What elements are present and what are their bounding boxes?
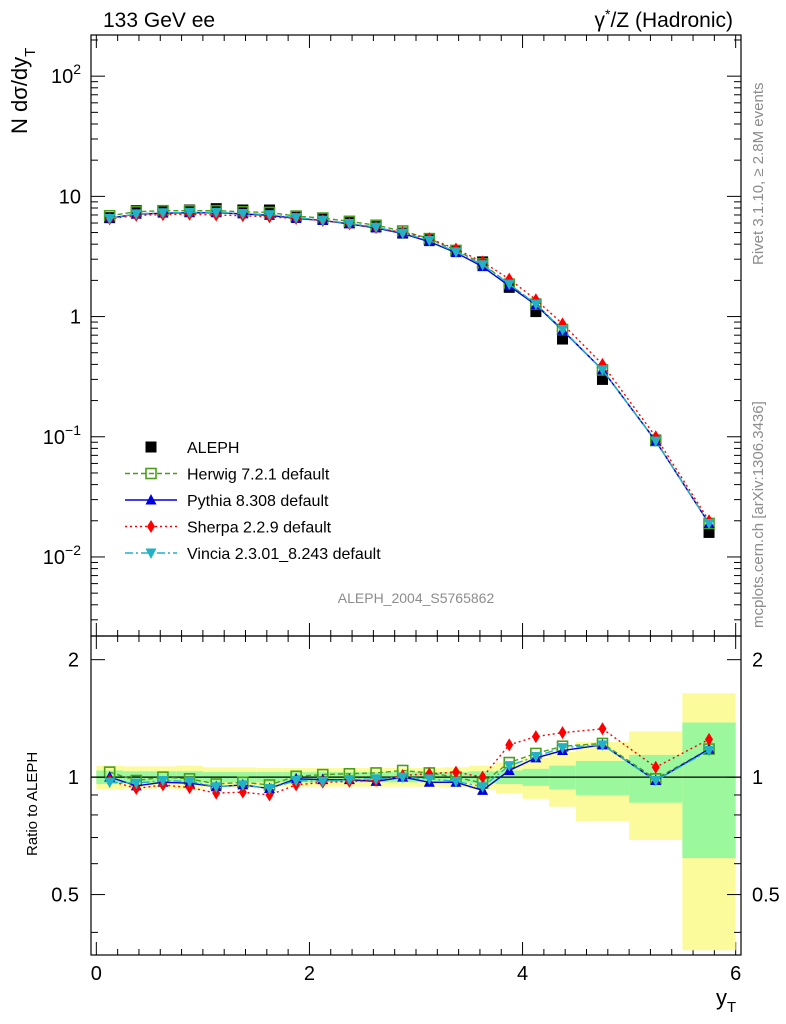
data-point — [503, 279, 515, 291]
y-tick-label: 1 — [70, 307, 81, 329]
ratio-point — [157, 776, 169, 787]
ratio-point — [503, 761, 515, 772]
data-point — [157, 208, 169, 219]
ratio-point — [705, 732, 714, 746]
ratio-plot-frame — [90, 635, 742, 956]
y-tick-label: 102 — [51, 61, 81, 88]
x-tick-label: 2 — [304, 963, 315, 985]
ratio-point — [505, 738, 514, 752]
main-y-axis-label: N dσ/dyT — [7, 48, 39, 134]
ratio-point — [651, 760, 660, 774]
ratio-y-tick-label-left: 1 — [68, 767, 79, 789]
ratio-point — [130, 778, 142, 790]
data-point — [237, 209, 249, 220]
data-point — [370, 222, 382, 234]
ratio-point — [478, 770, 487, 784]
data-point — [263, 210, 275, 221]
legend-label: Pythia 8.308 default — [187, 493, 329, 510]
x-tick-label: 6 — [730, 963, 741, 985]
data-point — [130, 209, 142, 220]
data-point — [596, 373, 608, 385]
ratio-point — [423, 774, 435, 785]
legend-marker — [145, 494, 157, 505]
ratio-point — [703, 746, 715, 757]
y-tick-label: 10 — [59, 186, 81, 208]
data-point — [184, 207, 196, 219]
data-point — [317, 215, 329, 227]
ratio-y-tick-label-right: 2 — [752, 650, 763, 672]
mcplots-label: mcplots.cern.ch [arXiv:1306.3436] — [750, 401, 767, 628]
ratio-point — [450, 776, 462, 788]
data-point — [423, 235, 435, 247]
ratio-point — [184, 776, 196, 788]
ratio-point — [596, 740, 608, 751]
ratio-point — [265, 788, 274, 802]
ratio-point — [558, 726, 567, 740]
data-point — [397, 228, 409, 240]
legend-label: ALEPH — [187, 440, 239, 457]
x-tick-label: 0 — [91, 963, 102, 985]
ratio-point — [598, 722, 607, 736]
rivet-version-label: Rivet 3.1.10, ≥ 2.8M events — [750, 83, 767, 266]
ratio-y-tick-label-right: 0.5 — [752, 885, 780, 907]
ratio-point — [650, 776, 662, 787]
legend-marker — [145, 548, 157, 559]
energy-label: 133 GeV ee — [103, 9, 215, 32]
ratio-y-tick-label-left: 0.5 — [51, 885, 79, 907]
ratio-point — [290, 776, 302, 787]
data-point — [557, 333, 569, 345]
y-tick-label: 10−1 — [43, 422, 81, 449]
data-point — [450, 247, 462, 258]
ratio-series-line — [109, 742, 710, 786]
ratio-point — [343, 775, 355, 786]
data-point — [703, 526, 715, 538]
y-tick-label: 10−2 — [43, 542, 81, 569]
legend-marker — [145, 467, 157, 480]
legend-marker — [145, 441, 157, 453]
uncertainty-band-inner — [575, 760, 630, 795]
ratio-point — [212, 786, 221, 800]
analysis-id-label: ALEPH_2004_S5765862 — [338, 590, 495, 606]
data-point — [210, 207, 222, 219]
data-point — [703, 518, 715, 530]
x-tick-label: 4 — [517, 963, 528, 985]
legend-label: Herwig 7.2.1 default — [187, 467, 330, 484]
ratio-point — [370, 774, 382, 785]
legend-label: Sherpa 2.2.9 default — [187, 520, 332, 537]
data-point — [343, 218, 355, 230]
data-point — [557, 325, 569, 336]
ratio-point — [530, 751, 542, 763]
legend-label: Vincia 2.3.01_8.243 default — [187, 546, 381, 563]
data-point — [477, 260, 489, 271]
ratio-point — [451, 765, 460, 779]
ratio-panel: 0 2 4 6 0.5 0.5 1 1 2 2 — [51, 635, 780, 985]
process-label: γ*/Z (Hadronic) — [595, 6, 733, 32]
legend: ALEPH Herwig 7.2.1 default Pythia 8.308 de… — [125, 440, 381, 563]
data-point — [596, 365, 608, 376]
legend-marker — [147, 520, 155, 533]
ratio-point — [263, 784, 275, 795]
ratio-point — [531, 730, 540, 744]
data-point — [290, 213, 302, 224]
ratio-point — [237, 780, 249, 791]
ratio-y-tick-label-left: 2 — [68, 650, 79, 672]
x-axis-label: yT — [716, 985, 736, 1016]
ratio-point — [104, 777, 116, 789]
ratio-point — [477, 782, 489, 793]
data-point — [530, 306, 542, 318]
ratio-point — [397, 772, 409, 784]
ratio-y-axis-label: Ratio to ALEPH — [24, 752, 41, 856]
data-point — [104, 213, 116, 225]
data-point — [650, 436, 662, 448]
ratio-point — [210, 782, 222, 793]
data-point — [530, 299, 542, 311]
main-panel: 102 10 1 10−1 10−2 — [43, 34, 742, 955]
ratio-point — [238, 785, 247, 799]
ratio-point — [317, 776, 329, 788]
ratio-point — [185, 781, 194, 795]
ratio-y-tick-label-right: 1 — [752, 767, 763, 789]
ratio-point — [557, 743, 569, 754]
